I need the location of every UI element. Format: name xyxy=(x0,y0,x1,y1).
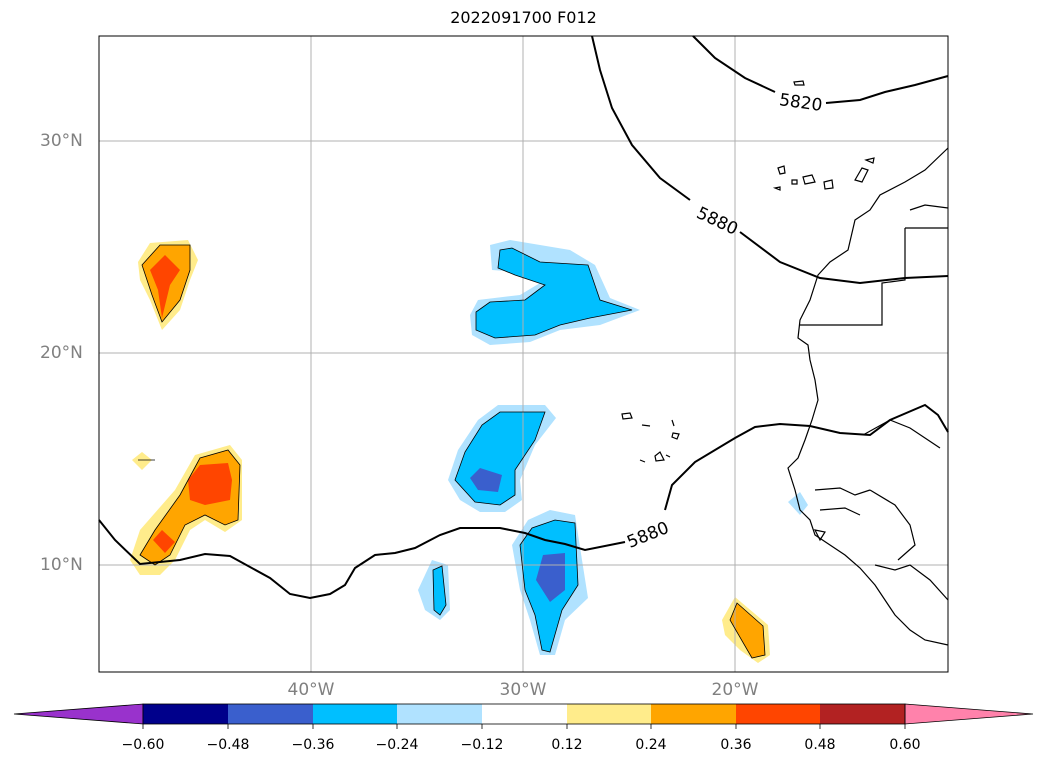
height-contours xyxy=(98,35,949,600)
colorbar-tick-label: 0.60 xyxy=(889,737,921,753)
graticule xyxy=(99,36,948,672)
colorbar-segment xyxy=(228,704,313,724)
colorbar-tick-label: −0.24 xyxy=(375,737,419,753)
colorbar-tick-label: −0.60 xyxy=(121,737,165,753)
colorbar-segment xyxy=(313,704,397,724)
lat-label-30n: 30°N xyxy=(40,131,83,151)
colorbar-frame xyxy=(142,703,906,725)
colorbar-extend-high xyxy=(904,703,1034,725)
colorbar-tick-label: 0.24 xyxy=(635,737,667,753)
lon-label-30w: 30°W xyxy=(499,680,547,700)
colorbar-segment xyxy=(143,704,228,724)
colorbar-tick-label: −0.36 xyxy=(291,737,335,753)
colorbar-segment xyxy=(482,704,567,724)
colorbar-tick-label: −0.12 xyxy=(460,737,504,753)
colorbar-extend-low xyxy=(13,703,144,725)
map-frame xyxy=(98,35,949,673)
colorbar-segment xyxy=(736,704,820,724)
anomaly-contours xyxy=(138,244,766,659)
colorbar-segment xyxy=(397,704,482,724)
colorbar-tick-label: 0.48 xyxy=(804,737,836,753)
colorbar-tick-label: 0.12 xyxy=(551,737,583,753)
colorbar-segment xyxy=(820,704,905,724)
lon-label-20w: 20°W xyxy=(711,680,759,700)
coastlines xyxy=(621,80,949,646)
lat-label-10n: 10°N xyxy=(40,555,83,575)
lat-label-20n: 20°N xyxy=(40,343,83,363)
colorbar xyxy=(13,703,1034,729)
map-title: 2022091700 F012 xyxy=(450,8,597,27)
lon-label-40w: 40°W xyxy=(287,680,335,700)
colorbar-tick-label: −0.48 xyxy=(206,737,250,753)
anomaly-shading xyxy=(130,240,808,663)
colorbar-segment xyxy=(651,704,736,724)
colorbar-segment xyxy=(567,704,651,724)
colorbar-tick-label: 0.36 xyxy=(720,737,752,753)
